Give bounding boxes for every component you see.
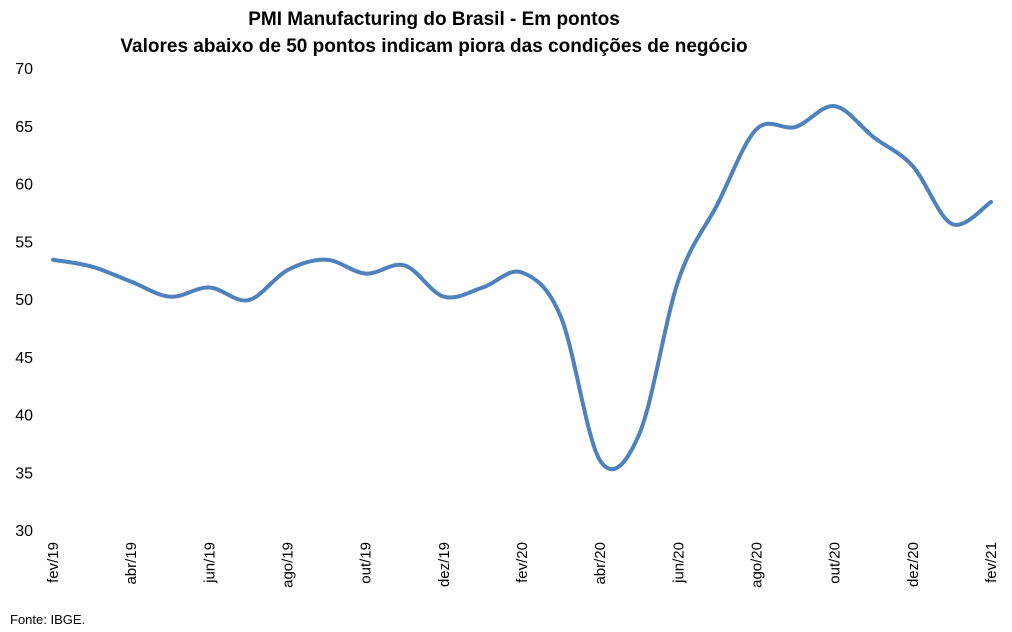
x-tick-label: fev/19 bbox=[45, 542, 62, 583]
x-tick-label: jun/19 bbox=[201, 542, 218, 584]
x-tick-label: jun/20 bbox=[670, 542, 687, 584]
source-note: Fonte: IBGE. bbox=[10, 612, 86, 627]
x-tick-label: dez/20 bbox=[905, 542, 922, 587]
chart-subtitle: Valores abaixo de 50 pontos indicam pior… bbox=[120, 36, 748, 57]
chart-title: PMI Manufacturing do Brasil - Em pontos bbox=[248, 9, 620, 30]
y-tick-label: 60 bbox=[15, 177, 33, 194]
y-tick-label: 45 bbox=[15, 350, 33, 367]
x-axis-ticks: fev/19 abr/19 jun/19 ago/19 out/19 dez/19 fev/… bbox=[45, 542, 1000, 588]
x-tick-label: ago/20 bbox=[749, 542, 766, 588]
y-tick-label: 30 bbox=[15, 523, 33, 540]
x-tick-label: ago/19 bbox=[280, 542, 297, 588]
x-tick-label: fev/20 bbox=[514, 542, 531, 583]
x-tick-label: dez/19 bbox=[436, 542, 453, 587]
x-tick-label: abr/19 bbox=[123, 542, 140, 585]
x-tick-label: out/19 bbox=[358, 542, 375, 584]
y-tick-label: 50 bbox=[15, 292, 33, 309]
y-axis-ticks: 30 35 40 45 50 55 60 65 70 bbox=[15, 61, 33, 540]
x-tick-label: out/20 bbox=[827, 542, 844, 584]
y-tick-label: 55 bbox=[15, 234, 33, 251]
x-tick-label: abr/20 bbox=[592, 542, 609, 585]
y-tick-label: 40 bbox=[15, 408, 33, 425]
pmi-series-line bbox=[51, 104, 993, 472]
y-tick-label: 65 bbox=[15, 119, 33, 136]
y-tick-label: 70 bbox=[15, 61, 33, 78]
x-tick-label: fev/21 bbox=[983, 542, 1000, 583]
y-tick-label: 35 bbox=[15, 465, 33, 482]
